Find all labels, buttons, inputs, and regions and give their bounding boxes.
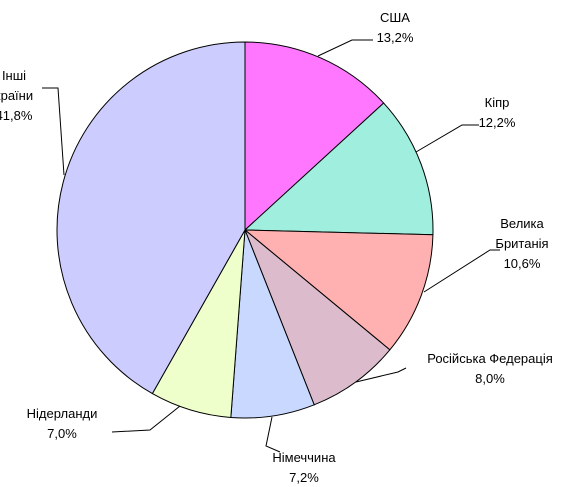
slice-label: Нідерланди	[27, 406, 98, 421]
slice-value-label: 8,0%	[475, 371, 505, 386]
slice-label: Німеччина	[272, 450, 336, 465]
slice-value-label: 13,2%	[377, 30, 414, 45]
pie-slice	[244, 229, 391, 406]
leader-line	[415, 124, 479, 153]
slice-value-label: 7,0%	[47, 426, 77, 441]
slice-label: Російська Федерація	[427, 351, 553, 366]
leader-line	[265, 416, 281, 453]
pie-slice	[244, 41, 385, 232]
leader-line	[42, 87, 65, 176]
slice-label: Іншікраїни	[0, 68, 33, 103]
leader-line	[355, 367, 407, 383]
slice-value-label: 41,8%	[0, 108, 33, 123]
slice-value-label: 10,6%	[504, 256, 541, 271]
leader-line	[111, 405, 181, 433]
pie-slice	[56, 41, 246, 395]
slice-label: США	[380, 10, 410, 25]
slice-value-label: 7,2%	[289, 470, 319, 485]
leader-line	[423, 249, 500, 293]
pie-slice	[243, 229, 434, 351]
leader-line	[317, 39, 373, 57]
slice-label: Велика Британія	[495, 216, 548, 251]
slice-value-label: 12,2%	[479, 115, 516, 130]
slice-label: Кіпр	[485, 95, 510, 110]
pie-slice	[243, 102, 434, 236]
